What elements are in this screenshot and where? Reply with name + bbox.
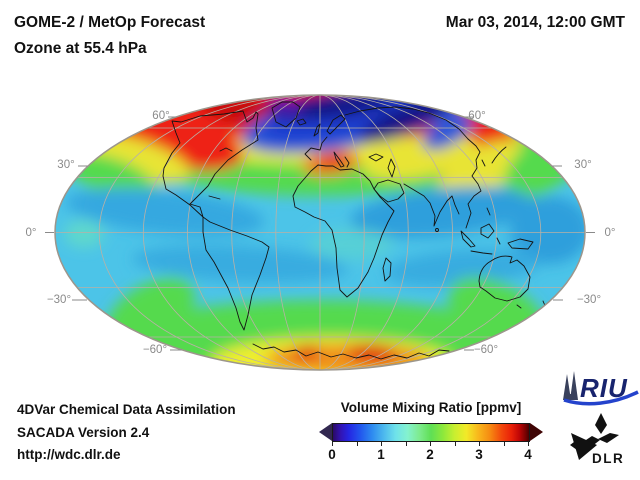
lat-label-left-0: 0° (26, 227, 37, 239)
colorbar-gradient (332, 423, 530, 442)
lat-label-left-m60: −60° (143, 344, 167, 356)
footer: 4DVar Chemical Data Assimilation SACADA … (17, 399, 236, 467)
colorbar-left-arrow-icon (319, 423, 332, 441)
colorbar-tick (405, 442, 407, 446)
riu-logo-text: RIU (580, 373, 628, 403)
lat-label-right-60: 60° (468, 110, 485, 122)
colorbar-label-1: 1 (377, 447, 385, 462)
colorbar-tick (332, 442, 333, 446)
dlr-logo-text: DLR (592, 451, 624, 466)
colorbar-label-3: 3 (475, 447, 483, 462)
page-subtitle: Ozone at 55.4 hPa (14, 40, 147, 57)
map-graticule (55, 95, 585, 370)
colorbar-tick (503, 442, 505, 446)
lat-label-right-30: 30° (574, 159, 591, 171)
dlr-logo: DLR (570, 413, 624, 466)
page-title: GOME-2 / MetOp Forecast (14, 14, 206, 31)
lat-label-right-m30: −30° (577, 294, 601, 306)
lat-label-right-0: 0° (605, 227, 616, 239)
map-field (55, 95, 585, 370)
lat-label-left-30: 30° (57, 159, 74, 171)
colorbar-tick (479, 442, 480, 446)
riu-cathedral-icon (563, 371, 578, 400)
colorbar-tick (430, 442, 431, 446)
colorbar-title: Volume Mixing Ratio [ppmv] (340, 400, 522, 415)
colorbar-tick (381, 442, 382, 446)
datetime-label: Mar 03, 2014, 12:00 GMT (445, 14, 625, 31)
footer-line-url: http://wdc.dlr.de (17, 447, 121, 462)
lat-label-left-60: 60° (152, 110, 169, 122)
colorbar-tick (454, 442, 456, 446)
colorbar-label-2: 2 (426, 447, 434, 462)
colorbar-tick (356, 442, 358, 446)
dlr-emblem-icon (570, 413, 619, 460)
colorbar: Volume Mixing Ratio [ppmv] 0 1 2 3 4 (318, 400, 544, 470)
lat-label-left-m30: −30° (47, 294, 71, 306)
colorbar-label-4: 4 (524, 447, 532, 462)
riu-swoosh (563, 390, 639, 406)
colorbar-label-0: 0 (328, 447, 336, 462)
colorbar-right-arrow-icon (530, 423, 543, 441)
footer-line-version: SACADA Version 2.4 (17, 424, 150, 440)
lat-ticks (45, 116, 595, 351)
lat-label-right-m60: −60° (474, 344, 498, 356)
colorbar-tick (528, 442, 529, 446)
map-outline (54, 94, 586, 371)
map-coastlines (162, 101, 550, 360)
riu-logo: RIU (563, 371, 639, 406)
footer-line-assimilation: 4DVar Chemical Data Assimilation (17, 402, 236, 417)
